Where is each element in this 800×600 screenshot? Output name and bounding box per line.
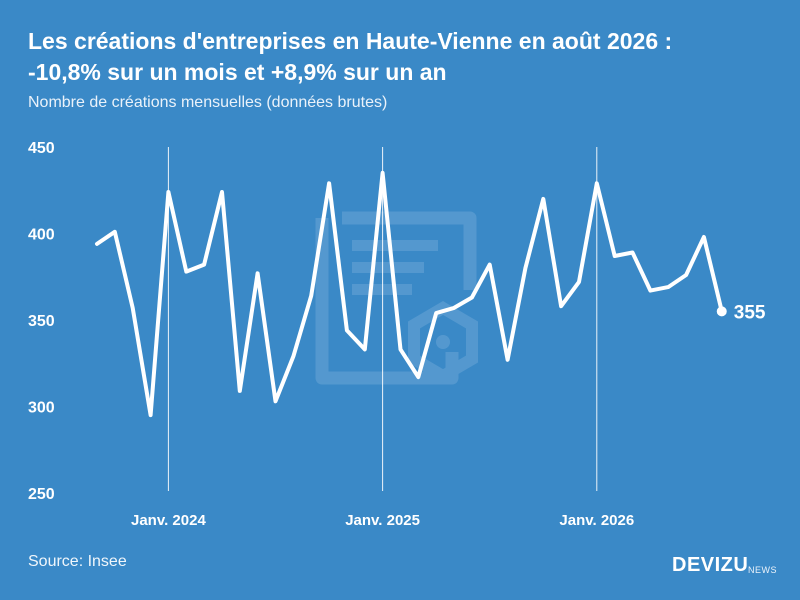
source-note: Source: Insee (28, 553, 127, 570)
chart-subtitle: Nombre de créations mensuelles (données … (28, 94, 388, 111)
y-axis: 250 300 350 400 450 (28, 140, 55, 503)
y-tick-label: 450 (28, 140, 55, 157)
y-tick-label: 300 (28, 400, 55, 417)
end-point-marker (716, 306, 727, 317)
series-group: 355 (95, 170, 766, 418)
x-tick-label: Janv. 2024 (131, 512, 206, 529)
x-tick-label: Janv. 2025 (345, 512, 420, 529)
chart-title-line-2: -10,8% sur un mois et +8,9% sur un an (28, 59, 447, 85)
watermark-logo-icon (315, 211, 478, 385)
x-axis: Janv. 2024 Janv. 2025 Janv. 2026 (131, 512, 634, 529)
end-value-label: 355 (734, 302, 766, 323)
chart-title: Les créations d'entreprises en Haute-Vie… (28, 26, 778, 88)
y-tick-label: 400 (28, 227, 55, 244)
brand-logo-subtext: NEWS (748, 565, 777, 575)
chart-title-line-1: Les créations d'entreprises en Haute-Vie… (28, 28, 673, 54)
series-line (95, 170, 724, 418)
y-tick-label: 350 (28, 313, 55, 330)
brand-logo: DEVIZU (672, 554, 749, 576)
y-tick-label: 250 (28, 486, 55, 503)
x-tick-label: Janv. 2026 (559, 512, 634, 529)
